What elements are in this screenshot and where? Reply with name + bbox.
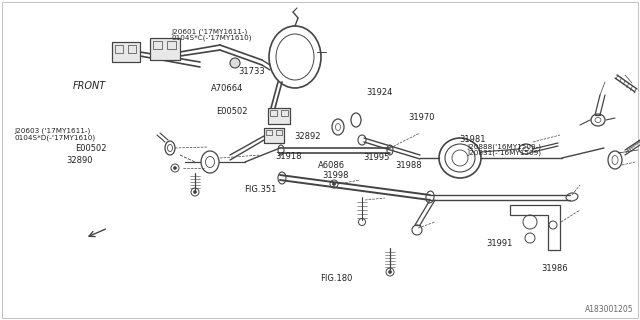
Text: FIG.180: FIG.180	[320, 274, 353, 283]
Text: J20601 ('17MY1611-): J20601 ('17MY1611-)	[172, 28, 248, 35]
Text: FIG.351: FIG.351	[244, 185, 277, 194]
Text: 31991: 31991	[486, 239, 513, 248]
Text: A70664: A70664	[211, 84, 244, 93]
Text: 32890: 32890	[66, 156, 92, 165]
Text: 0104S*C(-'17MY1610): 0104S*C(-'17MY1610)	[172, 35, 252, 41]
Text: J20888('16MY1509-): J20888('16MY1509-)	[467, 143, 541, 150]
Text: 31981: 31981	[460, 135, 486, 144]
Text: 31970: 31970	[408, 113, 435, 122]
Bar	[276, 130, 282, 135]
Bar	[112, 42, 140, 62]
Text: A6086: A6086	[318, 161, 345, 170]
Ellipse shape	[173, 166, 177, 170]
Text: J20831(-'16MY1509): J20831(-'16MY1509)	[467, 150, 541, 156]
Bar	[268, 108, 290, 124]
Bar	[128, 45, 136, 53]
Text: 31998: 31998	[323, 171, 349, 180]
Bar	[270, 110, 277, 116]
Bar	[264, 128, 284, 143]
Text: 31924: 31924	[366, 88, 392, 97]
Bar	[153, 41, 162, 49]
Text: 31733: 31733	[239, 68, 266, 76]
Text: 31986: 31986	[541, 264, 568, 273]
Bar	[112, 42, 140, 62]
Bar	[281, 110, 288, 116]
Bar	[268, 108, 290, 124]
Text: 32892: 32892	[294, 132, 321, 141]
Text: 31988: 31988	[396, 161, 422, 170]
Text: A183001205: A183001205	[586, 305, 634, 314]
Text: E00502: E00502	[216, 107, 248, 116]
Bar	[264, 128, 284, 143]
Text: 0104S*D(-'17MY1610): 0104S*D(-'17MY1610)	[14, 134, 95, 141]
Bar	[266, 130, 272, 135]
Text: FRONT: FRONT	[73, 81, 106, 91]
Bar	[150, 38, 180, 60]
Ellipse shape	[333, 182, 335, 186]
Ellipse shape	[193, 190, 196, 194]
Text: 31918: 31918	[275, 152, 301, 161]
Bar	[167, 41, 176, 49]
Ellipse shape	[230, 58, 240, 68]
Text: 31995: 31995	[364, 153, 390, 162]
Text: E00502: E00502	[75, 144, 106, 153]
Bar	[150, 38, 180, 60]
Text: J20603 ('17MY1611-): J20603 ('17MY1611-)	[14, 127, 90, 134]
Ellipse shape	[388, 270, 392, 274]
Bar	[115, 45, 123, 53]
